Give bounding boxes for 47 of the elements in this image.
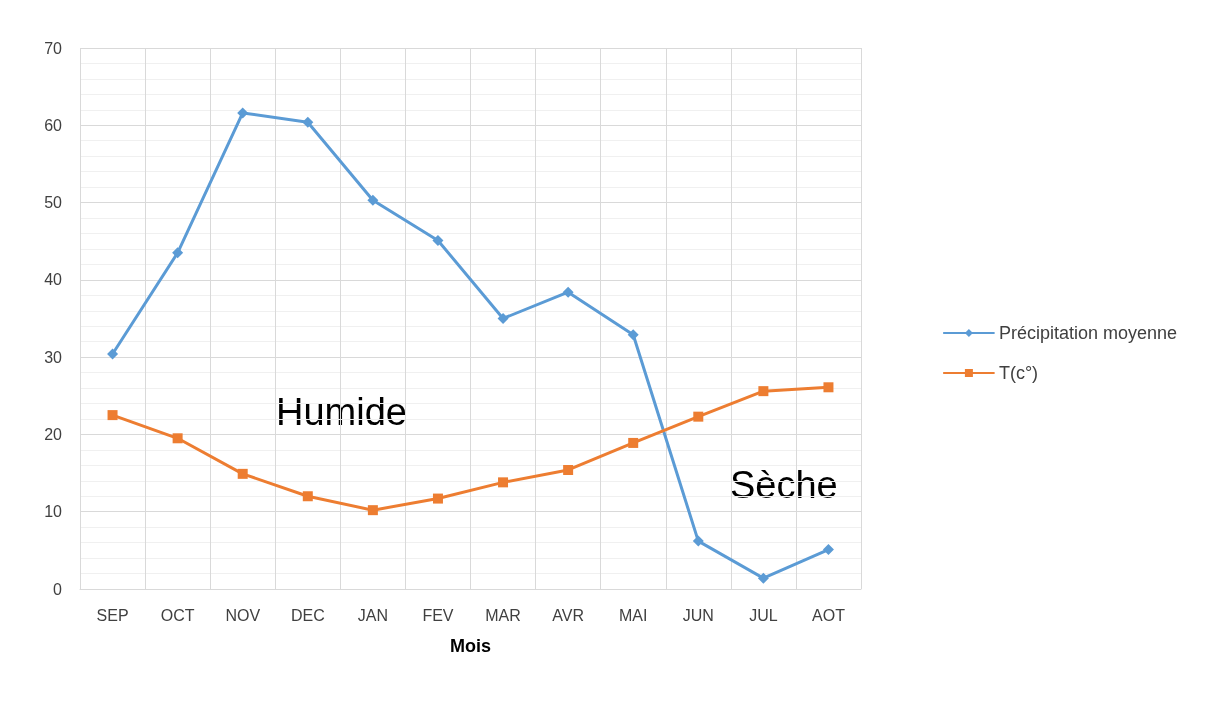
y-tick-label: 30 xyxy=(44,348,63,366)
x-axis-title: Mois xyxy=(449,636,492,656)
x-tick-label: FEV xyxy=(422,606,454,624)
y-tick-label: 10 xyxy=(44,503,63,521)
x-tick-label: JUN xyxy=(682,606,714,624)
point xyxy=(367,505,378,516)
point xyxy=(758,386,769,397)
point xyxy=(563,464,574,475)
point xyxy=(432,234,444,246)
point xyxy=(432,493,443,504)
point xyxy=(823,382,834,393)
x-tick-label: AOT xyxy=(812,606,846,624)
point xyxy=(172,247,184,259)
point xyxy=(367,194,379,206)
point xyxy=(107,410,118,421)
point xyxy=(302,491,313,502)
legend-label: T(c°) xyxy=(998,363,1039,383)
x-tick-label: MAI xyxy=(618,606,648,624)
x-tick-label: AVR xyxy=(552,606,584,624)
point xyxy=(562,286,574,298)
legend-label: Précipitation moyenne xyxy=(998,323,1178,343)
y-tick-label: 0 xyxy=(53,580,63,598)
x-tick-label: NOV xyxy=(225,606,261,624)
y-tick-label: 50 xyxy=(44,194,63,212)
x-tick-label: DEC xyxy=(290,606,325,624)
point xyxy=(172,433,183,444)
x-tick-label: OCT xyxy=(160,606,195,624)
point xyxy=(693,411,704,422)
x-tick-label: MAR xyxy=(485,606,521,624)
point xyxy=(237,107,249,119)
y-tick-label: 20 xyxy=(44,425,63,443)
x-tick-label: JAN xyxy=(357,606,388,624)
point xyxy=(237,468,248,479)
point xyxy=(757,572,769,584)
point xyxy=(107,348,119,360)
point xyxy=(628,437,639,448)
point xyxy=(497,313,509,324)
point xyxy=(498,477,509,488)
x-tick-label: JUL xyxy=(749,606,778,624)
y-tick-label: 40 xyxy=(44,271,63,289)
point xyxy=(302,116,314,128)
x-tick-label: SEP xyxy=(96,606,129,624)
point xyxy=(627,329,639,341)
y-tick-label: 70 xyxy=(44,39,63,57)
y-tick-label: 60 xyxy=(44,116,63,134)
point xyxy=(822,544,834,556)
point xyxy=(692,535,704,547)
